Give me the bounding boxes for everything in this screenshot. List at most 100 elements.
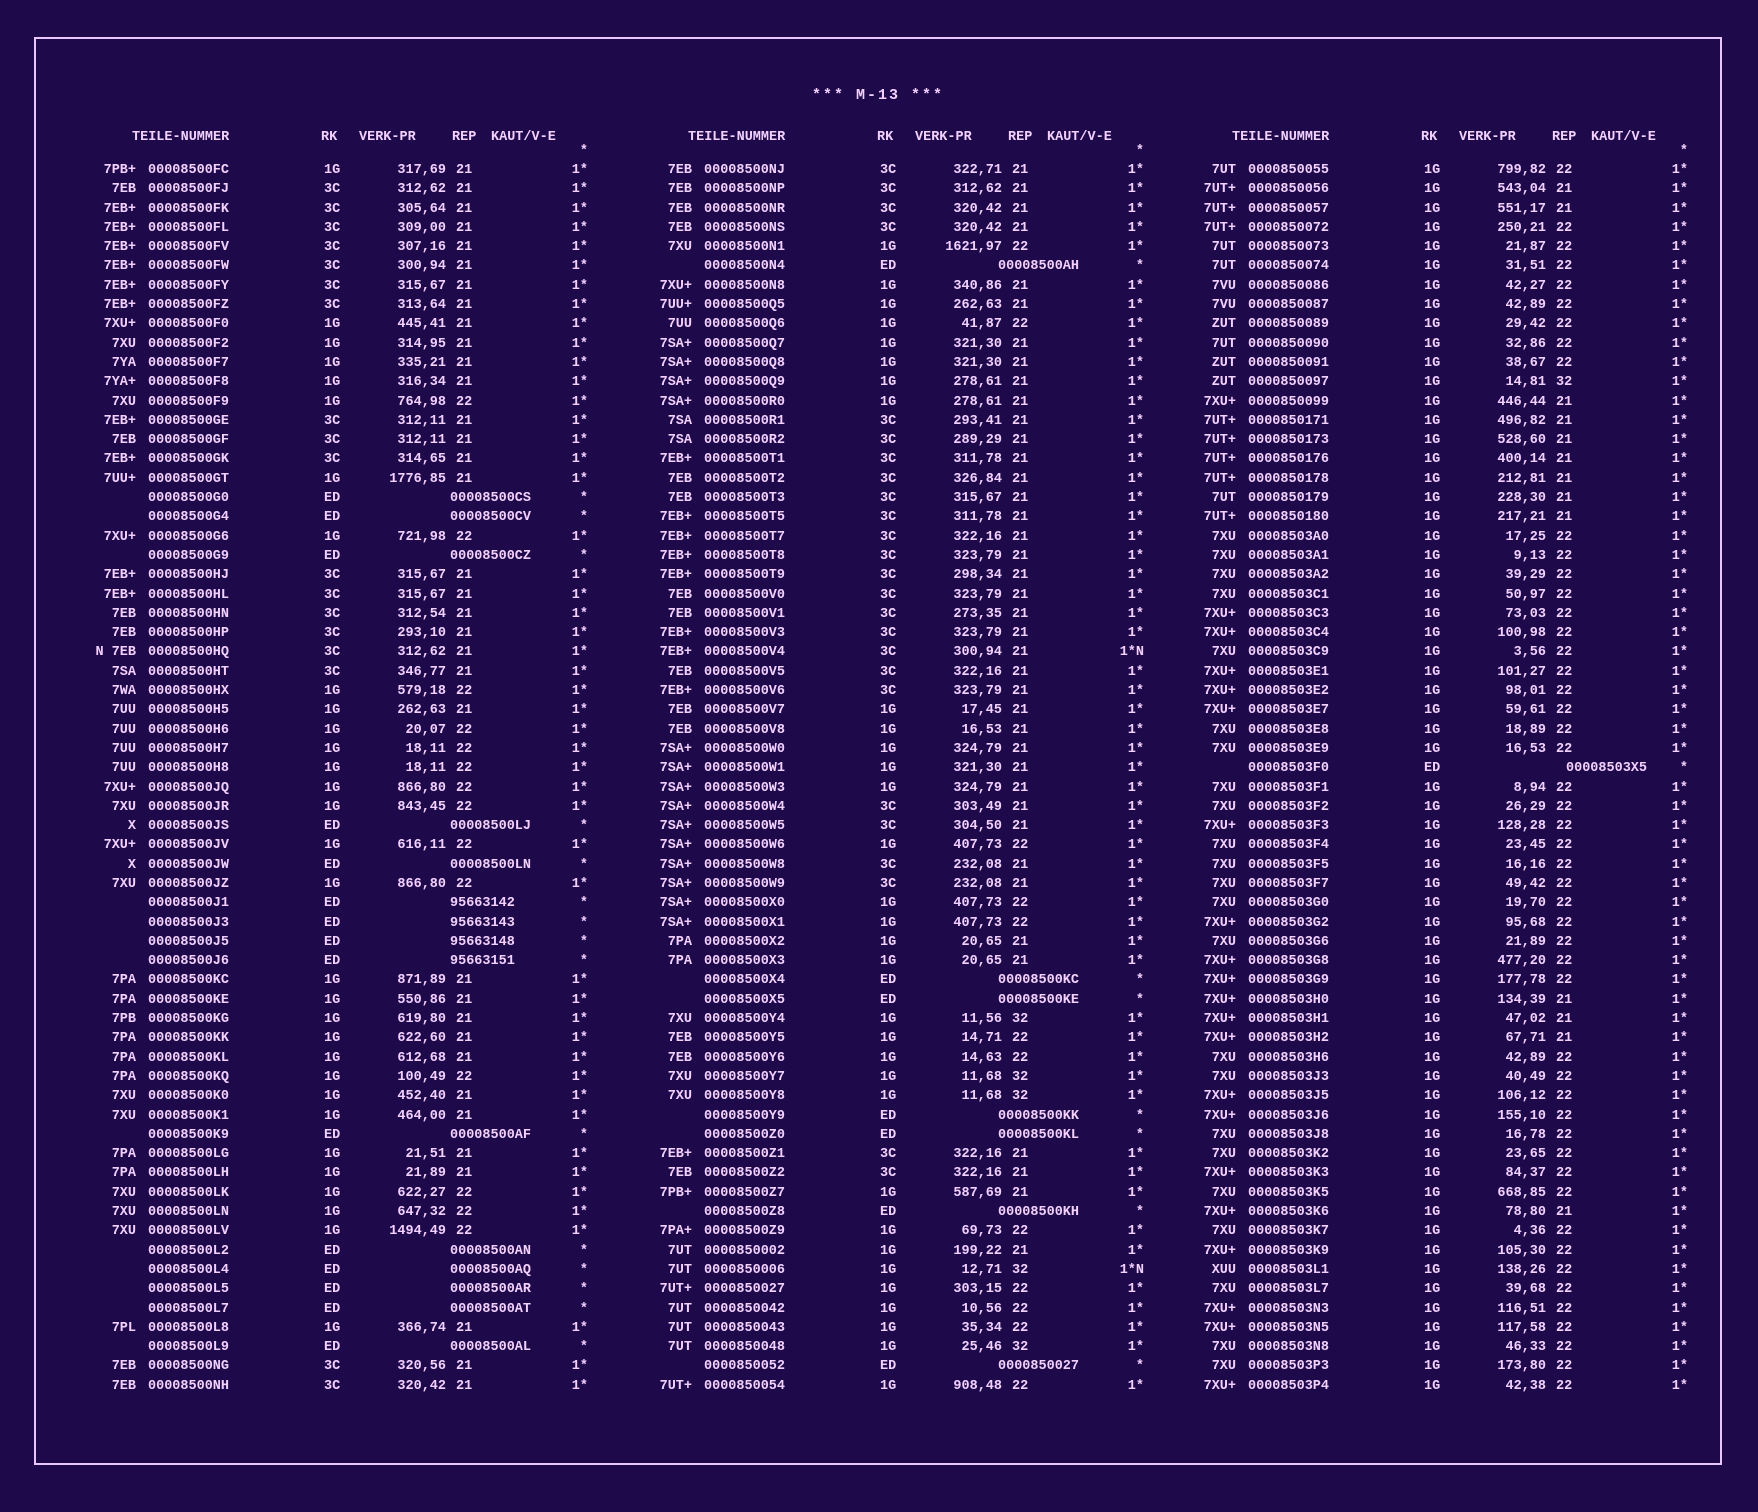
quantity: 1* [1127,915,1144,931]
rk: 1G [324,1012,341,1028]
rep: 22 [1556,1069,1573,1085]
rep: 21 [456,1359,473,1375]
table-row: 7XU+ 00008503G9 1G 177,78 22 1* [1178,971,1726,990]
rk: ED [324,1127,341,1143]
quantity: 1* [571,973,588,989]
table-row: 7XU 00008503K5 1G 668,85 22 1* [1178,1184,1726,1203]
prefix: 7XU+ [1203,684,1236,700]
rk: 1G [324,780,341,796]
rk: 1G [1424,413,1441,429]
part-number: 00008503N3 [1248,1301,1330,1317]
price: 496,82 [1497,413,1546,429]
part-number: 00008503E9 [1248,741,1330,757]
quantity: 1* [1127,355,1144,371]
price: 21,51 [405,1147,446,1163]
quantity: 1* [571,741,588,757]
rk: 3C [880,163,897,178]
part-number: 0000850056 [1248,182,1330,198]
part-number: 00008503L1 [1248,1262,1330,1278]
rep: 22 [1556,722,1573,738]
prefix: 7EB [667,722,692,738]
table-row: 7XU 00008503A1 1G 9,13 22 1* [1178,547,1726,566]
quantity: 1* [1671,413,1688,429]
part-number: 00008500Z8 [704,1205,786,1221]
rk: 1G [324,1050,341,1066]
quantity: 1* [1127,510,1144,526]
table-row: 7XU 00008500LN 1G 647,32 22 1* [78,1203,626,1222]
rk: ED [324,819,341,835]
prefix: 7XU [1211,838,1236,854]
rep: 21 [456,201,473,217]
prefix: 7UT+ [1203,413,1236,429]
quantity: 1* [1127,876,1144,892]
part-number: 00008500W9 [704,876,786,892]
rep: 21 [1556,394,1573,410]
table-row: 7PB 00008500KG 1G 619,80 21 1* [78,1010,626,1029]
quantity: * [1135,1205,1144,1221]
rep: 22 [456,684,473,700]
prefix: 7EB+ [659,626,692,642]
quantity: 1* [1671,857,1688,873]
rk: 1G [1424,684,1441,700]
quantity: 1* [1127,1282,1144,1298]
table-row: 7XU 00008503G6 1G 21,89 22 1* [1178,933,1726,952]
prefix: 7SA+ [659,394,692,410]
prefix: 7EB+ [659,684,692,700]
rk: 3C [880,587,897,603]
table-row: 7XU+ 00008500N8 1G 340,86 21 1* [634,277,1182,296]
part-number: 00008500Y6 [704,1050,786,1066]
prefix: 7EB+ [103,298,136,314]
table-row: 7XU 00008500N1 1G 1621,97 22 1* [634,238,1182,257]
rep: 22 [1556,684,1573,700]
prefix: 7XU+ [1203,606,1236,622]
rk: ED [324,1282,341,1298]
rep: 21 [1012,529,1029,545]
rk: 1G [324,394,341,410]
rep: 21 [456,375,473,391]
part-number: 00008500G0 [148,491,230,507]
table-row: 7UU 00008500Q6 1G 41,87 22 1* [634,315,1182,334]
rep: 21 [1012,741,1029,757]
table-row: 7EB 00008500Z2 3C 322,16 21 1* [634,1164,1182,1183]
rep: 21 [1012,355,1029,371]
prefix: X [127,857,136,873]
price: 278,61 [953,375,1002,391]
price: 311,78 [953,510,1002,526]
table-row: 7EB 00008500FJ 3C 312,62 21 1* [78,180,626,199]
rk: 3C [880,491,897,507]
rep: 22 [1556,626,1573,642]
rep: 21 [1012,819,1029,835]
part-number: 00008500LH [148,1166,230,1182]
quantity: 1* [1127,1050,1144,1066]
table-row: 00008500L5 ED 00008500AR * [78,1280,626,1299]
prefix: 7EB+ [103,413,136,429]
rk: 3C [324,645,341,661]
quantity: 1* [1127,298,1144,314]
quantity: 1* [571,220,588,236]
price: 42,38 [1505,1378,1546,1394]
table-row: ZUT 0000850089 1G 29,42 22 1* [1178,315,1726,334]
part-number: 00008500Q7 [704,336,786,352]
table-row: 7UT+ 0000850027 1G 303,15 22 1* [634,1280,1182,1299]
quantity: 1* [1127,780,1144,796]
rep: 21 [456,317,473,333]
price: 18,89 [1505,722,1546,738]
rep: 21 [1012,278,1029,294]
part-number: 00008500T3 [704,491,786,507]
part-number: 00008503A2 [1248,568,1330,584]
rk: 1G [1424,1050,1441,1066]
part-number: 0000850099 [1248,394,1330,410]
rk: 1G [1424,973,1441,989]
part-number: 00008500Y9 [704,1108,786,1124]
rk: 1G [880,394,897,410]
table-row: 7EB 00008500T2 3C 326,84 21 1* [634,470,1182,489]
table-row: 7SA+ 00008500Q7 1G 321,30 21 1* [634,335,1182,354]
rk: 3C [880,413,897,429]
rk: 1G [1424,626,1441,642]
price: 232,08 [953,876,1002,892]
quantity: 1*N [1119,645,1144,661]
rk: 3C [324,259,341,275]
quantity: 1* [1671,703,1688,719]
table-row: N 7EB 00008500HQ 3C 312,62 21 1* [78,643,626,662]
rk: 1G [1424,1069,1441,1085]
